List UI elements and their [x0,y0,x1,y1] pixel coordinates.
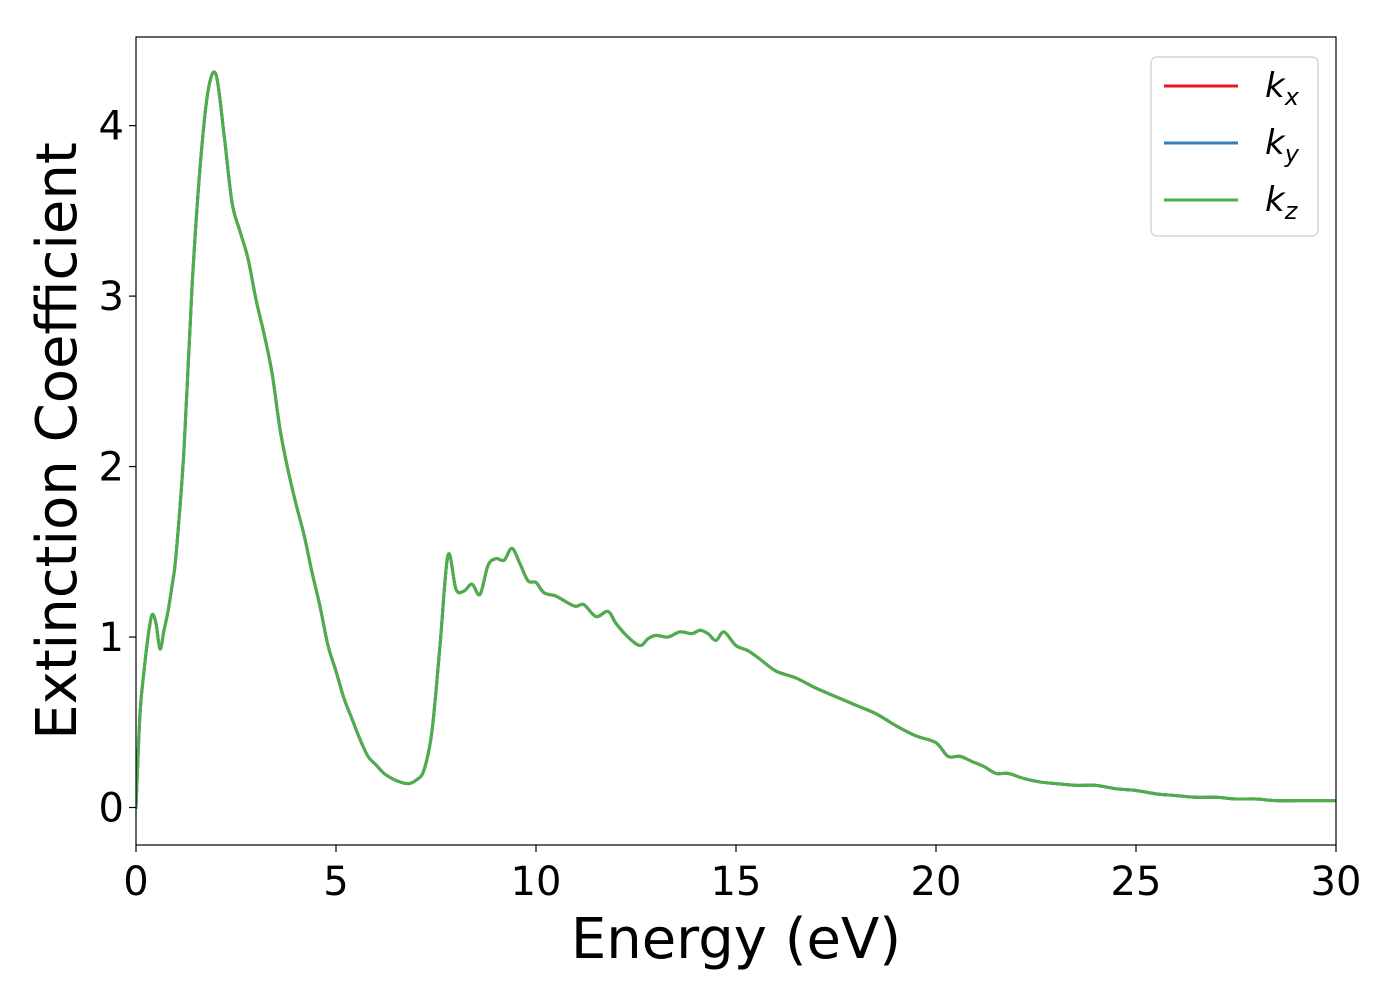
y-axis-title: Extinction Coefficient [25,142,90,740]
x-tick-label: 25 [1111,859,1162,905]
series-line-kz [136,70,1336,809]
legend-label: kx [1265,66,1300,111]
legend-label: kz [1265,180,1299,225]
x-tick-label: 30 [1311,859,1362,905]
x-axis-title: Energy (eV) [571,907,901,972]
legend-item-kz: kz [1164,180,1299,225]
y-tick-label: 1 [99,615,124,661]
y-tick-label: 3 [99,274,124,320]
x-tick-label: 0 [123,859,148,905]
y-axis: 0 1 2 3 4 [99,104,136,831]
y-tick-label: 0 [99,785,124,831]
legend-item-ky: ky [1164,123,1300,168]
x-tick-label: 5 [323,859,348,905]
x-axis: 0 5 10 15 20 25 30 [123,845,1361,905]
legend-label: ky [1265,123,1300,168]
legend-box [1150,56,1319,237]
y-tick-label: 4 [99,104,124,150]
series-layer [136,70,1336,809]
legend: kx ky kz [1150,56,1319,237]
x-tick-label: 15 [711,859,762,905]
x-tick-label: 20 [911,859,962,905]
y-tick-label: 2 [99,445,124,491]
legend-item-kx: kx [1164,66,1300,111]
x-tick-label: 10 [511,859,562,905]
